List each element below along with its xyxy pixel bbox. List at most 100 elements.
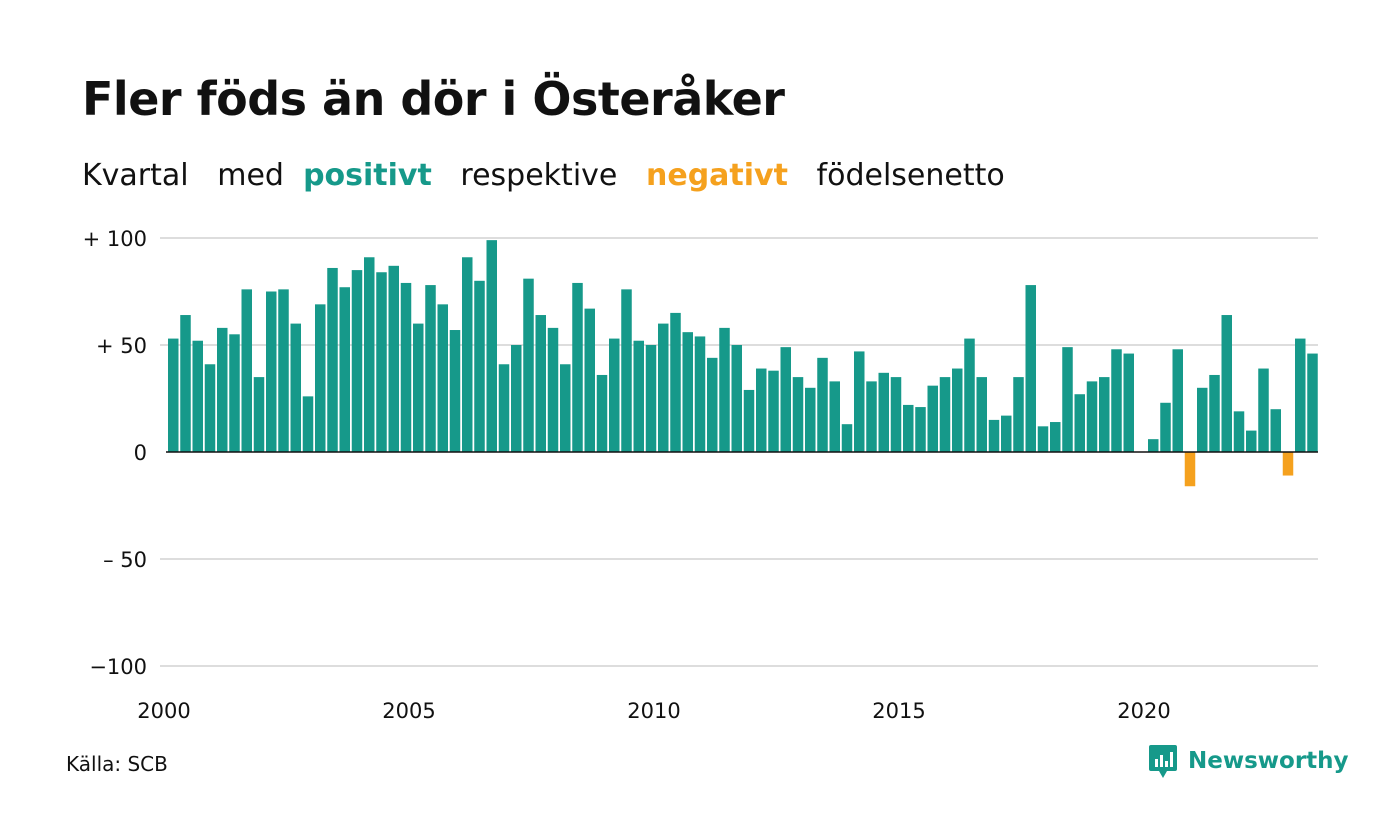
bar-positive — [1233, 411, 1245, 452]
bar-positive — [1246, 430, 1257, 452]
bar-positive — [1037, 426, 1049, 452]
y-tick-label: + 100 — [83, 227, 147, 251]
newsworthy-logo-text: Newsworthy — [1188, 748, 1349, 774]
bar-positive — [327, 267, 338, 452]
bar-positive — [498, 364, 510, 452]
bar-positive — [1099, 377, 1110, 452]
bar-positive — [1148, 439, 1159, 452]
bar-positive — [1209, 374, 1220, 452]
bar-positive — [1074, 394, 1085, 452]
bar-positive — [1013, 377, 1024, 452]
bar-negative — [1282, 452, 1294, 476]
bar-positive — [658, 323, 669, 452]
bar-positive — [290, 323, 301, 452]
x-tick-label: 2020 — [1117, 699, 1170, 723]
bar-positive — [425, 285, 436, 452]
bar-positive — [707, 357, 718, 452]
bar-positive — [854, 351, 865, 452]
bar-positive — [1050, 422, 1061, 452]
bar-positive — [449, 330, 461, 452]
bar-positive — [1123, 353, 1134, 452]
subtitle-word-med: med — [217, 158, 284, 193]
bar-positive — [547, 327, 559, 452]
bar-positive — [939, 377, 951, 452]
bar-positive — [400, 282, 412, 452]
gridlines — [160, 237, 1318, 667]
bar-positive — [572, 282, 583, 452]
bar-positive — [694, 336, 706, 452]
bar-positive — [437, 304, 448, 452]
x-tick-label: 2000 — [137, 699, 190, 723]
y-tick-label: −100 — [89, 655, 147, 679]
y-tick-label: + 50 — [96, 334, 147, 358]
bar-positive — [633, 340, 644, 452]
bar-positive — [229, 334, 240, 452]
bar-positive — [621, 289, 632, 452]
bar-positive — [204, 364, 216, 452]
bar-positive — [217, 327, 228, 452]
bar-positive — [976, 377, 987, 452]
bar-positive — [302, 396, 314, 452]
bar-positive — [388, 265, 399, 452]
x-tick-label: 2005 — [382, 699, 435, 723]
bar-positive — [278, 289, 289, 452]
bar-positive — [805, 387, 816, 452]
bar-positive — [364, 257, 375, 452]
bar-positive — [511, 345, 522, 452]
bar-positive — [168, 338, 179, 452]
bar-positive — [878, 372, 889, 452]
bar-positive — [266, 291, 277, 452]
bar-positive — [253, 377, 265, 452]
bars — [168, 240, 1318, 487]
bar-positive — [241, 289, 252, 452]
subtitle-word-kvartal: Kvartal — [82, 158, 189, 193]
bar-positive — [523, 278, 534, 452]
bar-positive — [351, 270, 363, 452]
bar-positive — [180, 315, 191, 452]
bar-negative — [1184, 452, 1196, 487]
bar-positive — [792, 377, 804, 452]
bar-positive — [719, 327, 730, 452]
bar-positive — [1086, 381, 1098, 452]
bar-positive — [1258, 368, 1269, 452]
bar-positive — [915, 407, 926, 452]
bar-positive — [1270, 409, 1281, 452]
bar-positive — [927, 385, 938, 452]
bar-positive — [1111, 349, 1122, 452]
bar-positive — [645, 345, 657, 452]
newsworthy-logo: Newsworthy — [1148, 742, 1349, 780]
chart-title: Fler föds än dör i Österåker — [82, 72, 785, 126]
bar-positive — [609, 338, 620, 452]
bar-positive — [462, 257, 473, 452]
bar-positive — [474, 280, 485, 452]
bar-positive — [768, 370, 779, 452]
bar-positive — [731, 345, 742, 452]
bar-positive — [841, 424, 853, 452]
bar-positive — [988, 419, 1000, 452]
bar-positive — [1062, 347, 1073, 452]
bar-positive — [1160, 402, 1171, 452]
subtitle-word-negativt: negativt — [645, 158, 788, 193]
bar-positive — [743, 389, 755, 452]
y-tick-label: – 50 — [103, 548, 147, 572]
x-tick-label: 2010 — [627, 699, 680, 723]
x-tick-label: 2015 — [872, 699, 925, 723]
bar-positive — [903, 404, 914, 452]
bar-positive — [1221, 315, 1232, 452]
bar-positive — [1295, 338, 1306, 452]
bar-positive — [829, 381, 840, 452]
bar-positive — [486, 240, 497, 452]
bar-positive — [1307, 353, 1318, 452]
bar-positive — [756, 368, 767, 452]
bar-positive — [413, 323, 424, 452]
chart-subtitle: Kvartal med positivt respektive negativt… — [82, 154, 1005, 198]
bar-positive — [535, 315, 546, 452]
bar-positive — [596, 374, 608, 452]
source-note: Källa: SCB — [66, 752, 168, 776]
bar-positive — [1172, 349, 1183, 452]
bar-positive — [952, 368, 963, 452]
bar-positive — [817, 357, 828, 452]
bar-positive — [339, 287, 350, 452]
newsworthy-logo-icon — [1149, 745, 1177, 778]
